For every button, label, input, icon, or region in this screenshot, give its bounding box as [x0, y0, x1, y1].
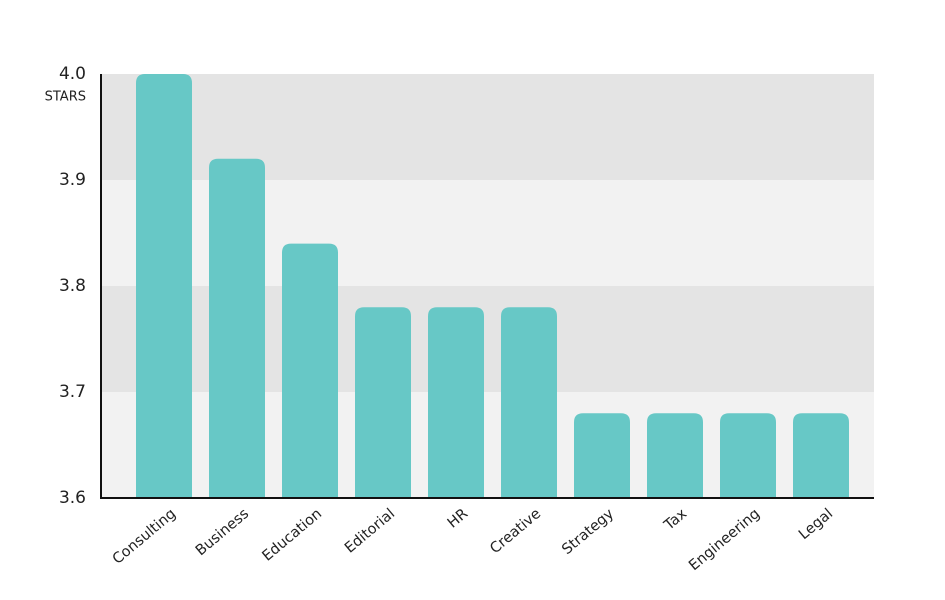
bars	[136, 74, 849, 499]
bar	[501, 307, 557, 498]
bar	[282, 243, 338, 498]
x-tick-label: Business	[193, 506, 252, 559]
x-tick-label: Tax	[661, 506, 691, 535]
x-tick-label: Engineering	[686, 506, 763, 574]
x-tick-label: Education	[260, 506, 326, 565]
bar	[574, 413, 630, 498]
y-tick-label: 3.7	[59, 382, 86, 402]
y-tick-label: 3.6	[59, 488, 86, 508]
x-tick-label: Consulting	[110, 506, 179, 568]
y-unit-label: STARS	[45, 90, 86, 105]
y-tick-label: 3.9	[59, 170, 86, 190]
y-tick-label: 4.0	[59, 64, 86, 84]
bar	[720, 413, 776, 498]
x-tick-label: HR	[445, 506, 471, 532]
x-tick-label: Creative	[487, 506, 544, 557]
y-tick-label: 3.8	[59, 276, 86, 296]
bar	[428, 307, 484, 498]
bar	[355, 307, 411, 498]
bar	[209, 158, 265, 499]
bar	[793, 413, 849, 498]
x-tick-label: Legal	[796, 506, 836, 543]
x-tick-label: Editorial	[342, 506, 398, 557]
bar	[136, 74, 192, 498]
bar	[647, 413, 703, 498]
x-tick-label: Strategy	[559, 506, 617, 558]
